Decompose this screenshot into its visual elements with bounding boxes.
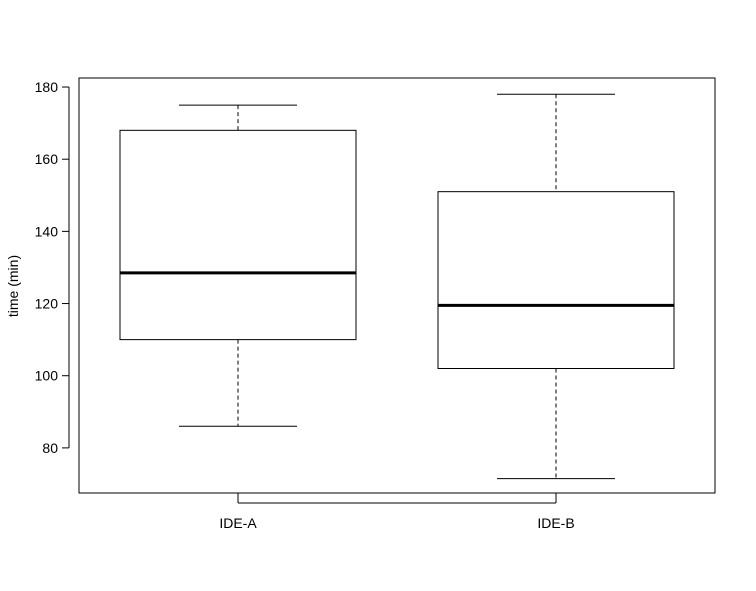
x-axis: IDE-A IDE-B <box>219 493 575 531</box>
y-tick-label: 140 <box>35 223 59 239</box>
box-ide-b <box>437 93 675 480</box>
boxes <box>119 93 675 480</box>
iqr-box <box>437 191 675 369</box>
iqr-box <box>119 129 357 341</box>
x-tick-label: IDE-B <box>537 515 574 531</box>
y-tick-label: 160 <box>35 151 59 167</box>
y-tick-label: 100 <box>35 368 59 384</box>
y-tick-label: 80 <box>42 440 58 456</box>
y-axis-label: time (min) <box>5 255 21 317</box>
y-tick-label: 120 <box>35 296 59 312</box>
plot-frame <box>78 77 716 494</box>
x-tick-label: IDE-A <box>219 515 257 531</box>
y-tick-label: 180 <box>35 79 59 95</box>
y-axis: 80 100 120 140 160 180 <box>35 79 70 456</box>
box-ide-a <box>119 104 357 427</box>
